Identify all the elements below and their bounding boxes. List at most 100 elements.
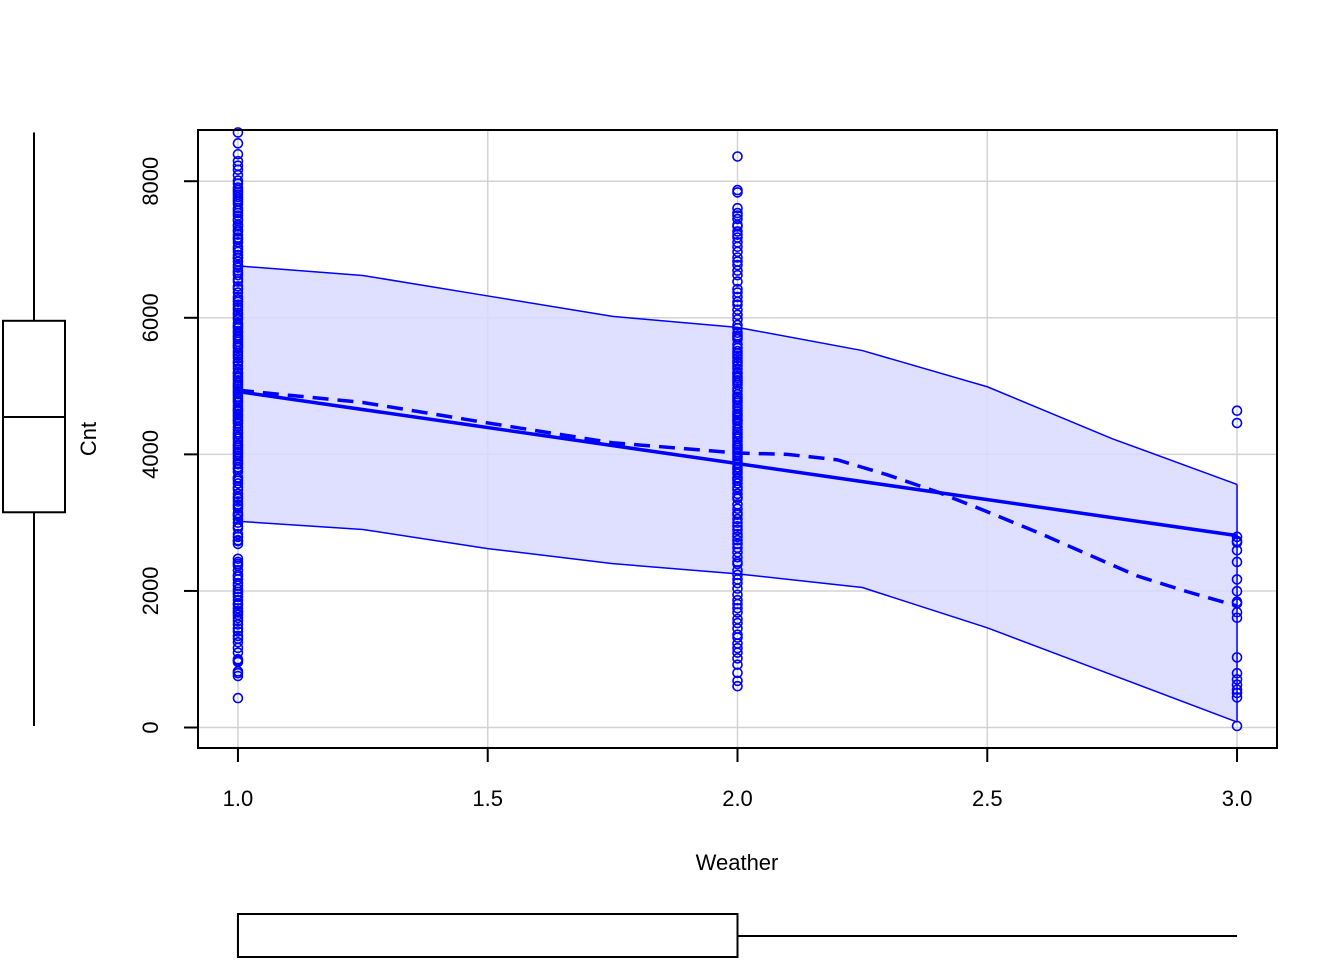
data-point — [732, 629, 743, 640]
data-point — [1231, 684, 1243, 695]
data-point — [732, 356, 743, 367]
data-point — [1231, 612, 1243, 624]
data-point — [232, 175, 244, 186]
x-tick-label: 2.5 — [972, 786, 1003, 811]
data-point — [732, 659, 743, 670]
data-point — [232, 499, 244, 510]
data-point — [732, 226, 743, 237]
data-point — [232, 602, 244, 614]
data-point — [1231, 652, 1243, 663]
data-point — [732, 276, 743, 287]
boxplot-x-box — [236, 913, 739, 958]
data-point — [232, 556, 244, 568]
y-axis-label: Cnt — [76, 422, 101, 456]
data-point — [1231, 585, 1243, 597]
x-tick-label: 2.0 — [722, 786, 753, 811]
data-point — [232, 148, 244, 160]
data-point — [732, 252, 743, 263]
data-point — [1231, 674, 1243, 685]
data-point — [232, 299, 244, 310]
data-point — [732, 602, 743, 614]
data-point — [732, 528, 743, 540]
data-point — [732, 319, 743, 331]
data-point — [732, 513, 743, 525]
data-point — [232, 317, 244, 329]
data-point — [732, 345, 743, 357]
data-point — [232, 692, 244, 704]
data-point — [1231, 556, 1243, 568]
data-point — [232, 155, 244, 167]
data-point — [232, 160, 244, 172]
data-point — [232, 325, 244, 337]
y-tick-label: 6000 — [138, 293, 163, 342]
data-point — [1231, 667, 1243, 679]
fit-lines — [237, 388, 1238, 608]
data-point — [232, 356, 244, 367]
data-point — [732, 680, 743, 692]
data-point — [732, 287, 743, 298]
data-point — [232, 630, 244, 642]
data-point — [732, 202, 743, 214]
data-point — [732, 488, 743, 500]
data-point — [1231, 692, 1243, 703]
smooth-fit-line — [237, 388, 1238, 608]
data-point — [732, 542, 743, 554]
data-point — [732, 667, 743, 679]
data-point — [232, 281, 244, 292]
data-point — [732, 151, 743, 162]
y-tick-label: 0 — [138, 721, 163, 733]
y-tick-label: 2000 — [138, 566, 163, 615]
data-point — [732, 503, 743, 515]
x-axis-label: Weather — [696, 850, 779, 875]
data-point — [732, 617, 743, 629]
x-marginal-boxplot — [236, 913, 1238, 958]
data-point — [732, 299, 743, 310]
data-point — [232, 287, 244, 298]
data-point — [232, 653, 244, 665]
data-point — [232, 363, 244, 374]
data-point — [732, 613, 743, 625]
data-point — [732, 675, 743, 687]
data-points — [232, 127, 1243, 732]
y-axis: 0 2000 4000 6000 8000 — [138, 157, 199, 734]
data-point — [232, 528, 244, 540]
data-point — [732, 499, 743, 510]
linear-fit-line — [237, 389, 1238, 538]
band-lower-edge — [237, 520, 1238, 723]
data-point — [1231, 720, 1243, 732]
data-point — [732, 184, 743, 196]
data-point — [232, 553, 244, 565]
data-point — [732, 642, 743, 654]
y-tick-label: 8000 — [138, 157, 163, 206]
data-point — [232, 636, 244, 648]
data-point — [732, 524, 743, 536]
y-marginal-boxplot — [2, 132, 66, 727]
data-point — [1231, 574, 1243, 585]
data-point — [232, 491, 244, 503]
data-point — [232, 237, 244, 248]
x-tick-label: 3.0 — [1222, 786, 1253, 811]
band-upper-edge — [237, 265, 1238, 486]
data-point — [732, 213, 743, 225]
data-point — [232, 127, 244, 138]
data-point — [232, 647, 244, 658]
data-point — [732, 304, 743, 316]
data-point — [732, 363, 743, 374]
data-point — [732, 569, 743, 581]
data-point — [732, 327, 743, 339]
data-point — [732, 589, 743, 601]
data-point — [1231, 531, 1243, 543]
data-point — [232, 259, 244, 271]
y-tick-label: 4000 — [138, 430, 163, 479]
data-point — [732, 383, 743, 394]
data-point — [732, 259, 743, 271]
data-point — [232, 534, 244, 546]
data-point — [1231, 535, 1243, 547]
x-axis: 1.0 1.5 2.0 2.5 3.0 — [223, 747, 1253, 811]
data-point — [732, 309, 743, 321]
data-point — [232, 138, 244, 149]
data-point — [732, 653, 743, 664]
data-point — [232, 626, 244, 637]
data-point — [732, 283, 743, 295]
